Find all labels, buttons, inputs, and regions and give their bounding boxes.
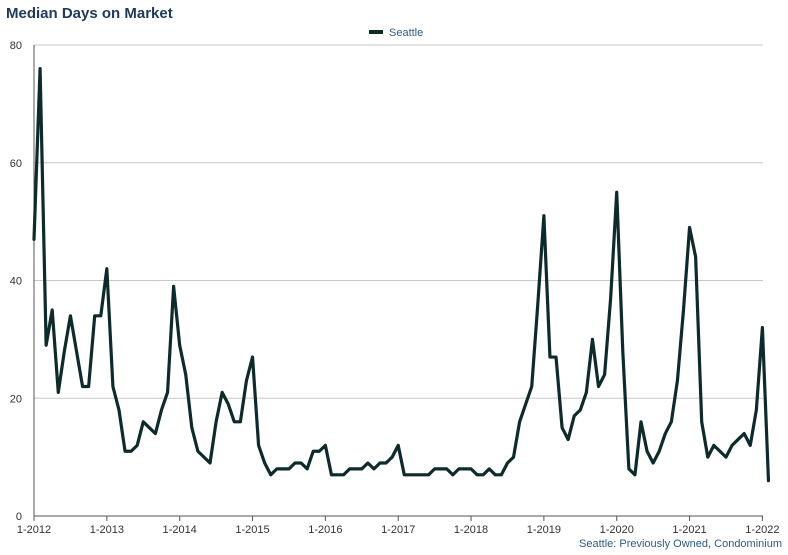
x-tick-label: 1-2016 (308, 524, 342, 536)
y-tick-label: 20 (10, 393, 22, 405)
x-tick-label: 1-2019 (527, 524, 561, 536)
legend: Seattle (369, 27, 423, 39)
x-tick-label: 1-2020 (600, 524, 634, 536)
x-tick-label: 1-2022 (745, 524, 779, 536)
x-tick-label: 1-2013 (90, 524, 124, 536)
x-tick-label: 1-2017 (381, 524, 415, 536)
y-tick-label: 80 (10, 40, 22, 52)
x-tick-label: 1-2014 (163, 524, 197, 536)
series-line-seattle (32, 66, 771, 483)
x-tick-label: 1-2021 (672, 524, 706, 536)
x-tick-label: 1-2012 (17, 524, 51, 536)
x-tick-label: 1-2018 (454, 524, 488, 536)
y-tick-label: 0 (16, 511, 22, 523)
y-tick-label: 60 (10, 158, 22, 170)
legend-label: Seattle (389, 27, 423, 39)
source-note: Seattle: Previously Owned, Condominium (579, 538, 782, 550)
chart-title: Median Days on Market (6, 5, 173, 22)
y-tick-label: 40 (10, 276, 22, 288)
x-tick-label: 1-2015 (235, 524, 269, 536)
